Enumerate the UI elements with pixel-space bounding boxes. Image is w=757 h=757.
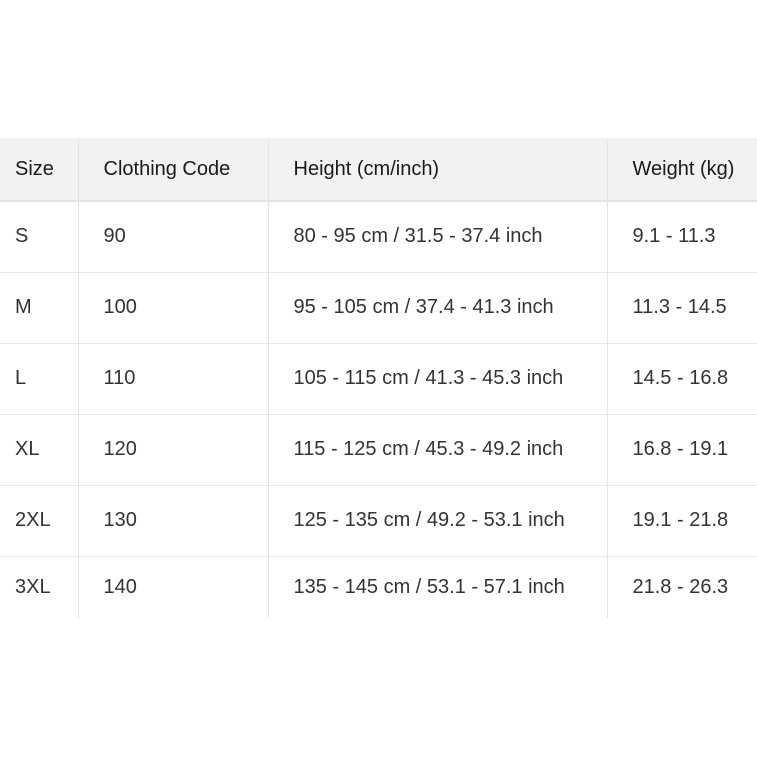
table-row: M 100 95 - 105 cm / 37.4 - 41.3 inch 11.3 -… bbox=[0, 272, 757, 343]
header-row: Size Clothing Code Height (cm/inch) Weig… bbox=[0, 138, 757, 202]
weight-cell: 16.8 - 19.1 bbox=[606, 414, 757, 485]
height-cell: 135 - 145 cm / 53.1 - 57.1 inch bbox=[267, 556, 607, 618]
height-cell: 115 - 125 cm / 45.3 - 49.2 inch bbox=[267, 414, 607, 485]
size-cell: L bbox=[15, 367, 27, 389]
height-cell: 125 - 135 cm / 49.2 - 53.1 inch bbox=[267, 485, 607, 556]
weight-cell: 9.1 - 11.3 bbox=[606, 201, 757, 272]
size-cell: M bbox=[15, 296, 32, 318]
weight-cell: 21.8 - 26.3 bbox=[606, 556, 757, 618]
size-chart-table: Size Clothing Code Height (cm/inch) Weig… bbox=[0, 138, 757, 618]
header-clothing-code: Clothing Code bbox=[77, 138, 268, 202]
weight-cell: 19.1 - 21.8 bbox=[606, 485, 757, 556]
size-cell: XL bbox=[15, 438, 40, 460]
height-cell: 105 - 115 cm / 41.3 - 45.3 inch bbox=[267, 343, 607, 414]
height-cell: 95 - 105 cm / 37.4 - 41.3 inch bbox=[267, 272, 607, 343]
header-height: Height (cm/inch) bbox=[267, 138, 607, 202]
clothing-code-cell: 140 bbox=[77, 556, 268, 618]
table-row: 3XL 140 135 - 145 cm / 53.1 - 57.1 inch 21.… bbox=[0, 556, 757, 618]
weight-cell: 14.5 - 16.8 bbox=[606, 343, 757, 414]
header-size: Size bbox=[0, 138, 78, 202]
clothing-code-cell: 100 bbox=[77, 272, 268, 343]
table-row: 2XL 130 125 - 135 cm / 49.2 - 53.1 inch 19.… bbox=[0, 485, 757, 556]
header-weight: Weight (kg) bbox=[606, 138, 757, 202]
clothing-code-cell: 90 bbox=[77, 201, 268, 272]
height-cell: 80 - 95 cm / 31.5 - 37.4 inch bbox=[267, 201, 607, 272]
size-cell: S bbox=[15, 225, 29, 248]
weight-cell: 11.3 - 14.5 bbox=[606, 272, 757, 343]
table-row: S 90 80 - 95 cm / 31.5 - 37.4 inch 9.1 - 11… bbox=[0, 201, 757, 272]
clothing-code-cell: 120 bbox=[77, 414, 268, 485]
clothing-code-cell: 130 bbox=[77, 485, 268, 556]
clothing-code-cell: 110 bbox=[77, 343, 268, 414]
table-row: XL 120 115 - 125 cm / 45.3 - 49.2 inch 16.8… bbox=[0, 414, 757, 485]
size-cell: 2XL bbox=[15, 509, 51, 531]
size-cell: 3XL bbox=[15, 575, 51, 598]
table-row: L 110 105 - 115 cm / 41.3 - 45.3 inch 14.5 … bbox=[0, 343, 757, 414]
